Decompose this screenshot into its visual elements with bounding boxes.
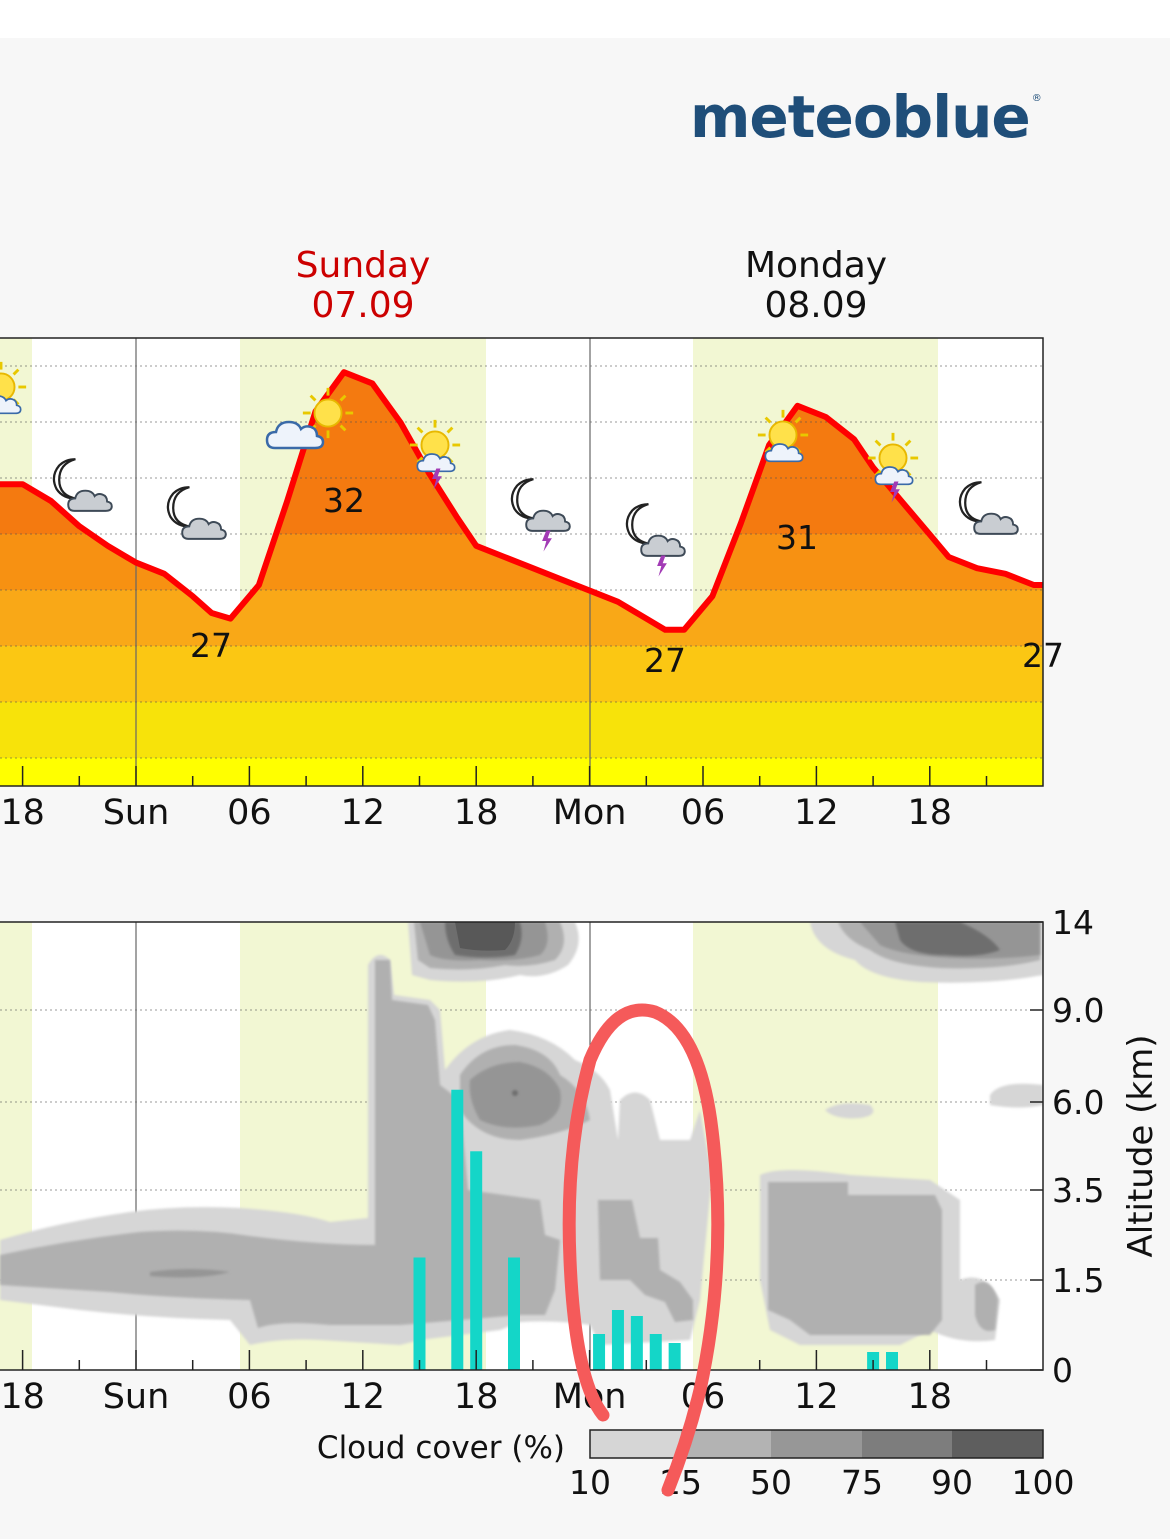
cloud-area [150,1269,230,1278]
day-date: 07.09 [311,285,415,326]
y-tick-label: 9.0 [1052,991,1104,1030]
x-tick-label: 18 [454,793,499,833]
colorbar-tick-label: 100 [1012,1463,1075,1502]
day-header-monday: Monday 08.09 [745,246,887,326]
colorbar-cell [590,1430,681,1458]
x-tick-label: Mon [553,793,627,833]
x-tick-label: 18 [908,1377,953,1417]
precipitation-bar [611,1310,624,1370]
x-tick-label: 18 [0,1377,45,1417]
cloud-area [598,1200,693,1322]
cloud-area [512,1090,518,1096]
temperature-x-ticks: 18 Sun 06 12 18 Mon 06 12 18 [0,766,988,833]
cloud-plot-frame [0,921,1044,1371]
temperature-plot-frame [0,337,1044,787]
x-tick-label: 06 [681,793,726,833]
precipitation-bar [508,1257,520,1370]
colorbar-tick-label: 50 [750,1463,792,1502]
y-tick-label: 14 [1052,903,1094,942]
day-name: Sunday [295,245,431,286]
colorbar-tick-label: 10 [569,1463,611,1502]
x-tick-label: 06 [227,793,272,833]
temperature-label: 27 [190,626,232,665]
cloud-cover-colorbar: Cloud cover (%) 10 25 50 75 90 100 [317,1429,1075,1502]
colorbar-label: Cloud cover (%) [317,1430,565,1466]
cloud-area [768,1182,942,1335]
precipitation-bars [413,1089,898,1370]
x-tick-label: 18 [0,793,45,833]
colorbar-cell [681,1430,771,1458]
colorbar-cell [862,1430,952,1458]
precipitation-bar [649,1334,662,1370]
y-tick-label: 6.0 [1052,1083,1104,1122]
precipitation-bar [668,1343,681,1370]
colorbar-cell [952,1430,1043,1458]
x-tick-label: 18 [454,1377,499,1417]
x-tick-label: 12 [341,1377,386,1417]
day-date: 08.09 [764,285,868,326]
cloud-area [990,1083,1043,1108]
precipitation-bar [451,1089,464,1370]
y-tick-label: 1.5 [1052,1261,1104,1300]
temperature-band [0,702,1043,758]
precipitation-bar [630,1316,643,1370]
temperature-band [0,590,1043,646]
temperature-band [0,758,1043,786]
temperature-gridlines [0,338,1043,786]
logo-text: meteoblue [690,83,1031,151]
cloud-area [895,922,1000,956]
registered-mark: ® [1031,93,1042,104]
colorbar-tick-label: 75 [841,1463,883,1502]
x-tick-label: 12 [794,1377,839,1417]
x-tick-label: 18 [908,793,953,833]
cloud-area [975,1282,998,1331]
temperature-band [0,646,1043,702]
precipitation-bar [886,1352,898,1370]
colorbar-tick-labels: 10 25 50 75 90 100 [569,1463,1075,1502]
x-tick-label: 12 [341,793,386,833]
x-tick-label: Sun [103,793,170,833]
precipitation-bar [413,1257,426,1370]
altitude-y-ticks: 0 1.5 3.5 6.0 9.0 14 [1030,903,1104,1390]
precipitation-bar [593,1334,606,1370]
y-tick-label: 3.5 [1052,1171,1104,1210]
colorbar-tick-label: 90 [931,1463,973,1502]
x-tick-label: 06 [227,1377,272,1417]
day-header-sunday: Sunday 07.09 [296,246,431,326]
temperature-label: 32 [323,481,365,520]
cloud-area [825,1103,874,1119]
colorbar-cells [590,1430,1043,1458]
cloud-cover-shapes [0,922,1043,1345]
cloud-area [0,960,560,1328]
x-tick-label: 12 [794,793,839,833]
meteoblue-logo[interactable]: meteoblue ® [690,88,1042,146]
y-tick-label: 0 [1052,1351,1073,1390]
precipitation-bar [470,1151,483,1370]
cloud-area [455,922,515,951]
temperature-label: 27 [644,641,686,680]
temperature-label: 31 [776,518,818,557]
annotation-red-loop [562,1003,725,1497]
altitude-axis-label: Altitude (km) [1121,1034,1161,1257]
cloud-panel: 18 Sun 06 12 18 Mon 06 12 18 01.53.56.09.014 Alt… [0,903,1161,1417]
day-name: Monday [744,245,888,286]
x-tick-label: Sun [103,1377,170,1417]
colorbar-cell [771,1430,862,1458]
colorbar-frame [589,1429,1044,1459]
